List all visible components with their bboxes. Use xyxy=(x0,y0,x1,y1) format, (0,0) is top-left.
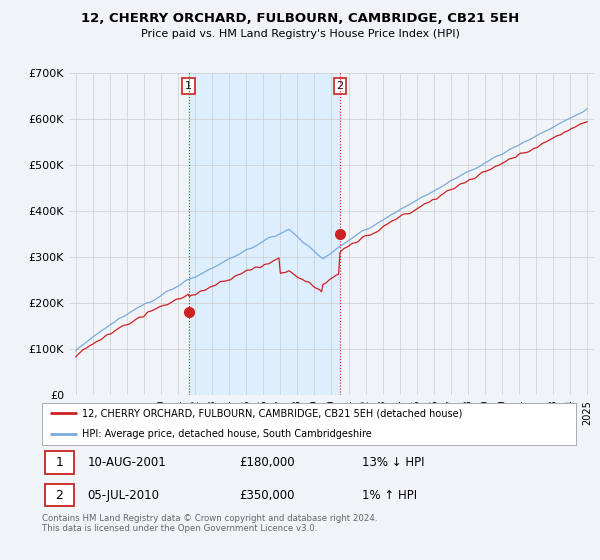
Text: 2: 2 xyxy=(337,81,344,91)
Bar xyxy=(188,73,340,395)
Text: 10-AUG-2001: 10-AUG-2001 xyxy=(88,456,166,469)
Text: 2: 2 xyxy=(55,488,63,502)
Text: HPI: Average price, detached house, South Cambridgeshire: HPI: Average price, detached house, Sout… xyxy=(82,430,372,439)
Text: 1: 1 xyxy=(55,456,63,469)
Text: 13% ↓ HPI: 13% ↓ HPI xyxy=(362,456,425,469)
Text: 1: 1 xyxy=(185,81,192,91)
Text: Contains HM Land Registry data © Crown copyright and database right 2024.
This d: Contains HM Land Registry data © Crown c… xyxy=(42,514,377,534)
Text: £180,000: £180,000 xyxy=(239,456,295,469)
Text: 05-JUL-2010: 05-JUL-2010 xyxy=(88,488,160,502)
Text: 12, CHERRY ORCHARD, FULBOURN, CAMBRIDGE, CB21 5EH: 12, CHERRY ORCHARD, FULBOURN, CAMBRIDGE,… xyxy=(81,12,519,25)
Text: Price paid vs. HM Land Registry's House Price Index (HPI): Price paid vs. HM Land Registry's House … xyxy=(140,29,460,39)
Text: £350,000: £350,000 xyxy=(239,488,295,502)
FancyBboxPatch shape xyxy=(44,484,74,506)
FancyBboxPatch shape xyxy=(44,451,74,474)
Text: 12, CHERRY ORCHARD, FULBOURN, CAMBRIDGE, CB21 5EH (detached house): 12, CHERRY ORCHARD, FULBOURN, CAMBRIDGE,… xyxy=(82,408,463,418)
Text: 1% ↑ HPI: 1% ↑ HPI xyxy=(362,488,418,502)
